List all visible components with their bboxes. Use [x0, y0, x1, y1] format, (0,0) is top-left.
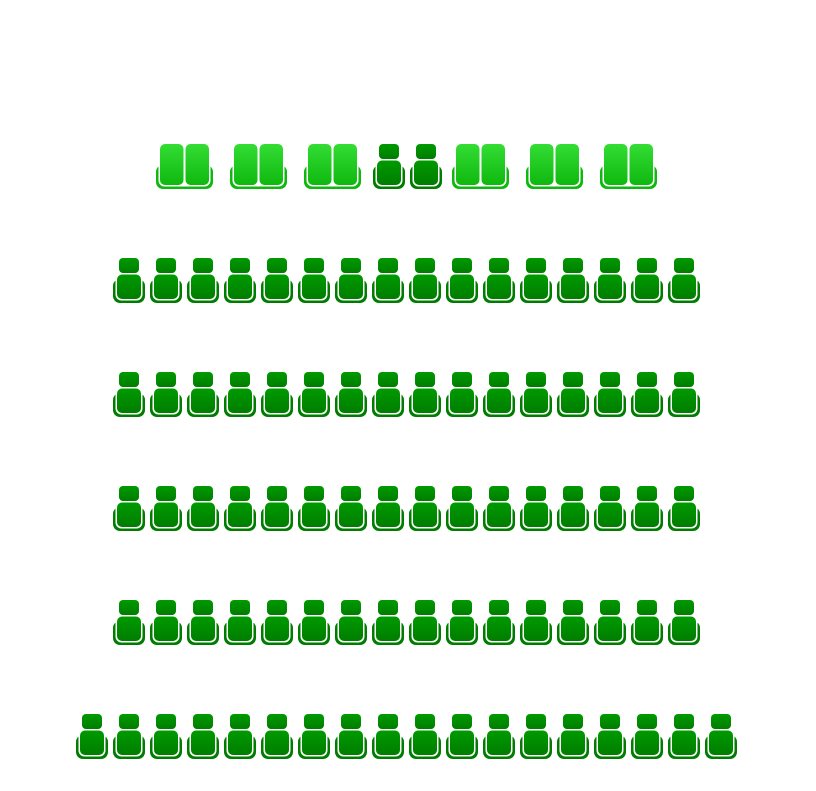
seat[interactable]: [186, 486, 219, 531]
seat[interactable]: [334, 714, 367, 759]
seat[interactable]: [112, 600, 145, 645]
seat[interactable]: [667, 600, 700, 645]
seat[interactable]: [556, 600, 589, 645]
seat[interactable]: [371, 714, 404, 759]
seat[interactable]: [149, 486, 182, 531]
seat[interactable]: [371, 600, 404, 645]
seat[interactable]: [482, 372, 515, 417]
seat[interactable]: [556, 714, 589, 759]
seat[interactable]: [593, 600, 626, 645]
seat[interactable]: [519, 258, 552, 303]
seat[interactable]: [445, 600, 478, 645]
seat[interactable]: [112, 714, 145, 759]
seat[interactable]: [260, 372, 293, 417]
seat[interactable]: [297, 714, 330, 759]
seat[interactable]: [445, 486, 478, 531]
seat[interactable]: [482, 600, 515, 645]
seat[interactable]: [630, 372, 663, 417]
seat[interactable]: [223, 258, 256, 303]
seat[interactable]: [297, 600, 330, 645]
seat[interactable]: [408, 486, 441, 531]
seat[interactable]: [149, 258, 182, 303]
seat[interactable]: [593, 714, 626, 759]
seat[interactable]: [410, 144, 442, 189]
seat[interactable]: [593, 486, 626, 531]
seat[interactable]: [482, 258, 515, 303]
seat[interactable]: [186, 600, 219, 645]
seat[interactable]: [408, 714, 441, 759]
seat[interactable]: [667, 486, 700, 531]
seat[interactable]: [630, 258, 663, 303]
seat[interactable]: [186, 258, 219, 303]
seat[interactable]: [445, 258, 478, 303]
seat[interactable]: [519, 486, 552, 531]
seat[interactable]: [482, 486, 515, 531]
seat[interactable]: [704, 714, 737, 759]
seat[interactable]: [334, 600, 367, 645]
seat[interactable]: [149, 600, 182, 645]
seat[interactable]: [445, 372, 478, 417]
seat[interactable]: [482, 714, 515, 759]
seat[interactable]: [556, 258, 589, 303]
seat[interactable]: [149, 714, 182, 759]
seat[interactable]: [556, 372, 589, 417]
seat[interactable]: [519, 372, 552, 417]
seat[interactable]: [373, 144, 405, 189]
seat[interactable]: [112, 372, 145, 417]
seat[interactable]: [223, 714, 256, 759]
seat[interactable]: [371, 486, 404, 531]
love-seat[interactable]: [156, 144, 213, 189]
seat[interactable]: [260, 600, 293, 645]
seat[interactable]: [667, 714, 700, 759]
seat[interactable]: [630, 600, 663, 645]
seat[interactable]: [334, 486, 367, 531]
seat[interactable]: [334, 372, 367, 417]
seat[interactable]: [371, 258, 404, 303]
seat[interactable]: [112, 486, 145, 531]
seat[interactable]: [519, 714, 552, 759]
seat[interactable]: [593, 372, 626, 417]
seat[interactable]: [260, 258, 293, 303]
love-seat[interactable]: [452, 144, 509, 189]
love-seat[interactable]: [230, 144, 287, 189]
seat[interactable]: [260, 486, 293, 531]
seat[interactable]: [223, 372, 256, 417]
seat[interactable]: [223, 600, 256, 645]
seat[interactable]: [593, 258, 626, 303]
seat[interactable]: [630, 486, 663, 531]
love-seat[interactable]: [600, 144, 657, 189]
seat[interactable]: [408, 372, 441, 417]
love-seat[interactable]: [304, 144, 361, 189]
seat[interactable]: [667, 258, 700, 303]
seat[interactable]: [445, 714, 478, 759]
seat[interactable]: [112, 258, 145, 303]
seat[interactable]: [260, 714, 293, 759]
seat[interactable]: [75, 714, 108, 759]
love-seat[interactable]: [526, 144, 583, 189]
seat[interactable]: [297, 486, 330, 531]
seat[interactable]: [519, 600, 552, 645]
seat[interactable]: [408, 600, 441, 645]
seat[interactable]: [630, 714, 663, 759]
seat[interactable]: [186, 372, 219, 417]
seat[interactable]: [186, 714, 219, 759]
seat[interactable]: [408, 258, 441, 303]
seat[interactable]: [223, 486, 256, 531]
seat[interactable]: [297, 258, 330, 303]
seat[interactable]: [556, 486, 589, 531]
seat[interactable]: [297, 372, 330, 417]
seat[interactable]: [149, 372, 182, 417]
seat[interactable]: [371, 372, 404, 417]
seat[interactable]: [667, 372, 700, 417]
seat[interactable]: [334, 258, 367, 303]
